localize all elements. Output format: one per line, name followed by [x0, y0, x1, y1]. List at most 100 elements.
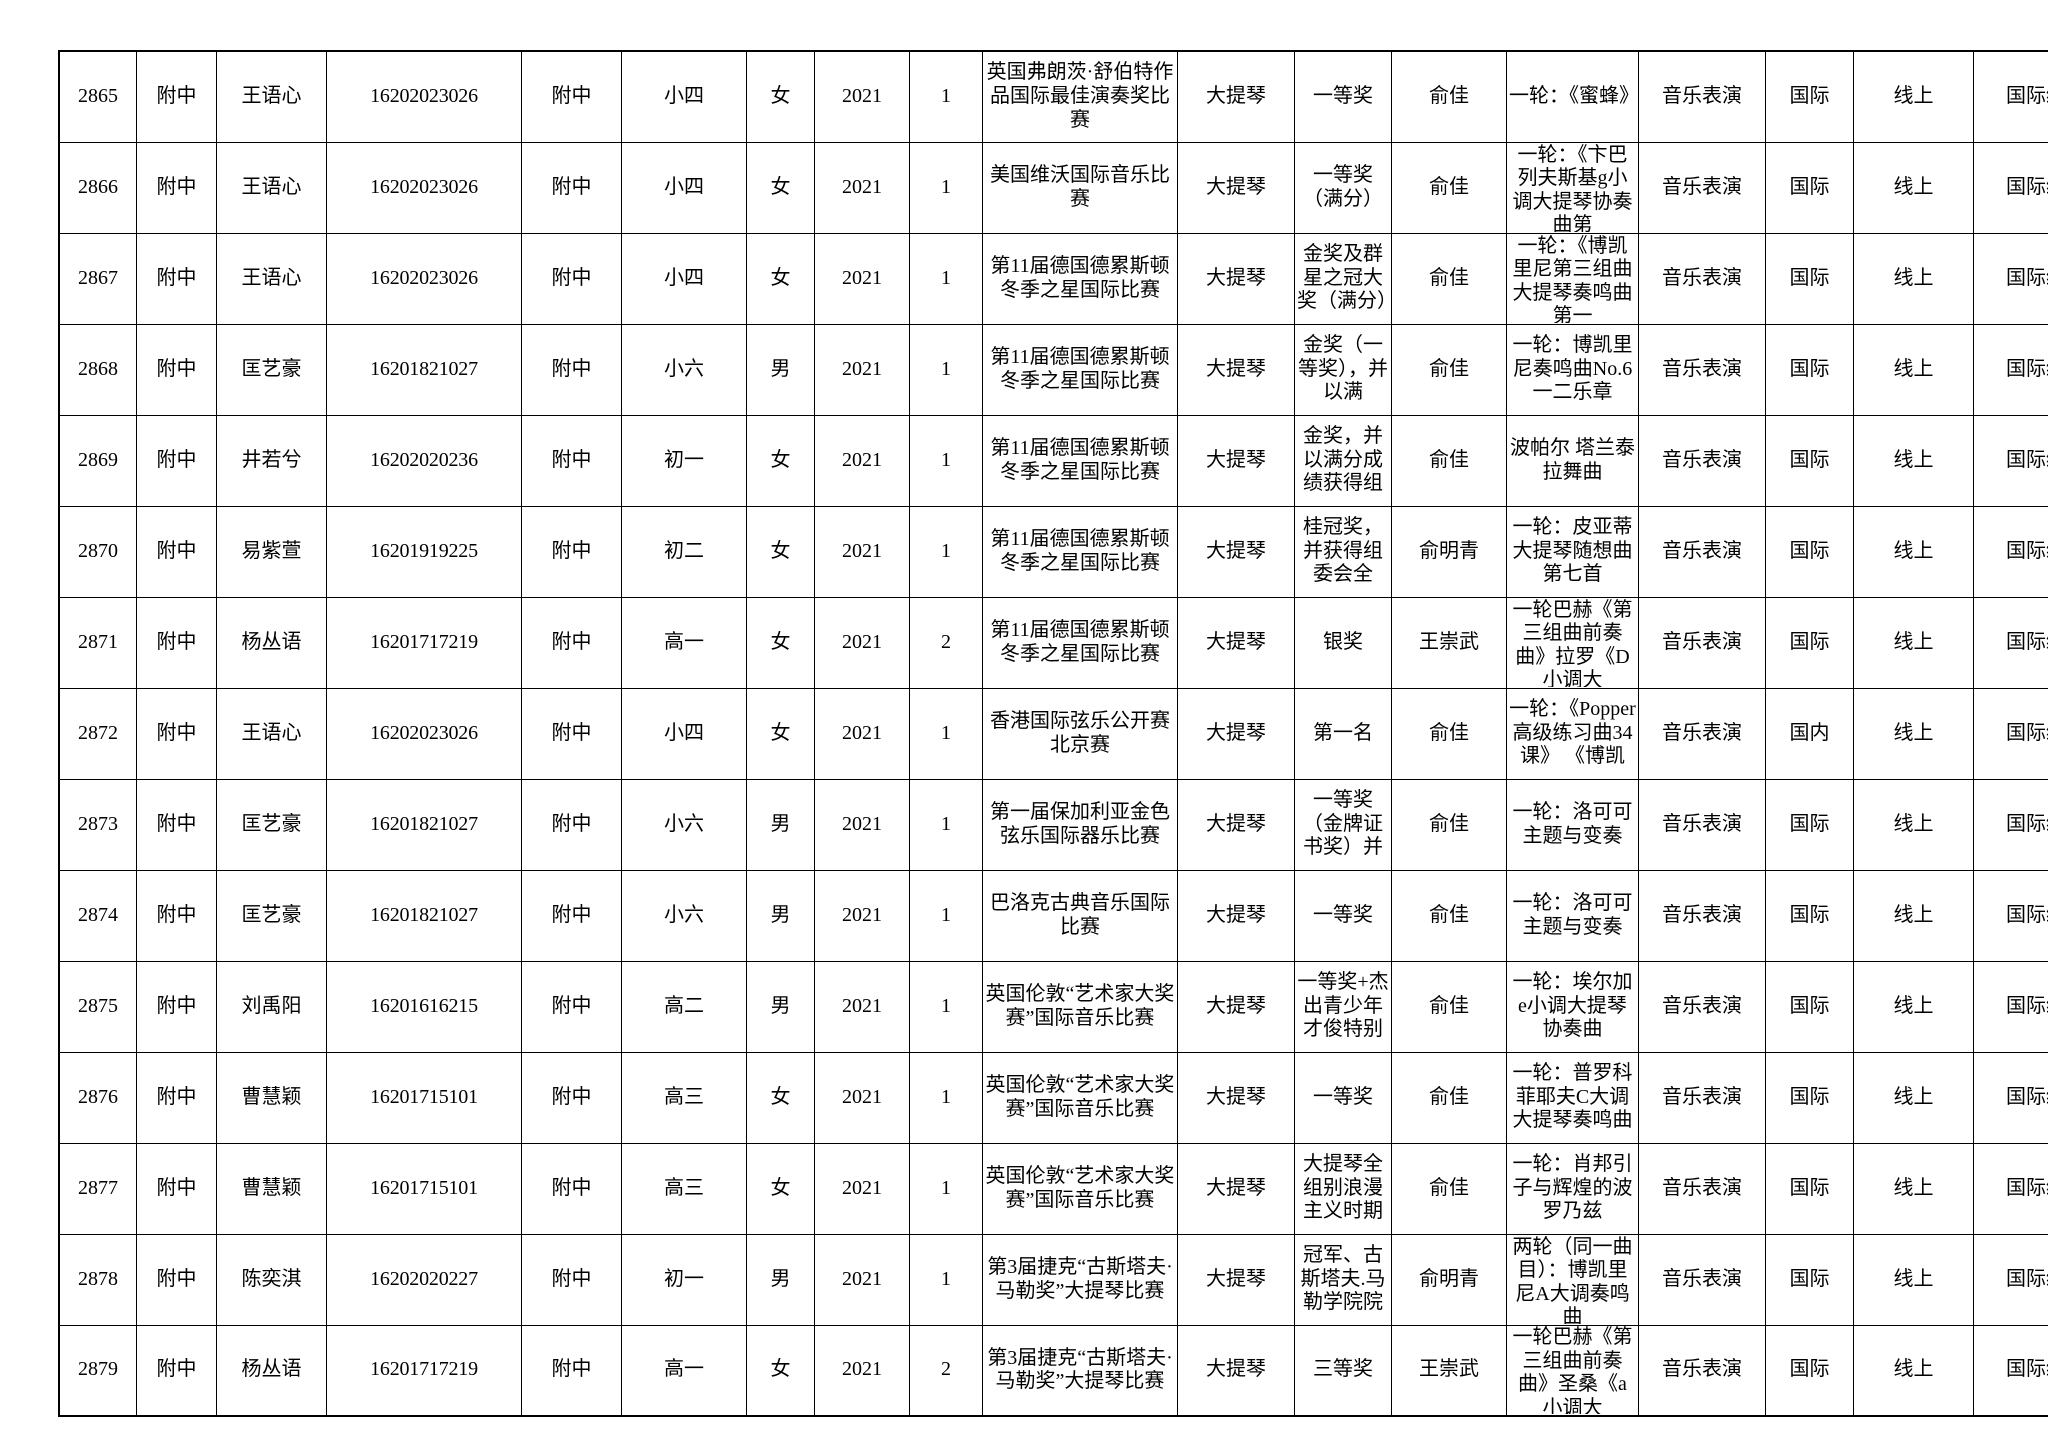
cell-count: 1: [909, 1142, 983, 1235]
cell-count-text: 1: [941, 84, 951, 107]
cell-level: 国际级: [1973, 687, 2048, 780]
cell-seq: 2865: [58, 50, 137, 143]
cell-instrument-text: 大提琴: [1206, 903, 1266, 926]
cell-unit: 附中: [136, 323, 217, 416]
cell-grade: 小六: [621, 323, 747, 416]
cell-grade: 小四: [621, 141, 747, 234]
cell-year: 2021: [814, 505, 910, 598]
cell-program-text: 一轮：《蜜蜂》: [1509, 84, 1636, 107]
cell-award: 一等奖: [1294, 1051, 1392, 1144]
cell-name: 匡艺豪: [216, 323, 327, 416]
cell-unit: 附中: [136, 596, 217, 689]
cell-level: 国际级: [1973, 414, 2048, 507]
table-row: 2870 附中 易紫萱 16201919225 附中 初二 女 2021 1 第11届德国德累斯顿…: [58, 505, 2048, 598]
cell-program: 一轮：博凯里尼奏鸣曲No.6一二乐章: [1506, 323, 1639, 416]
cell-teacher: 俞佳: [1391, 50, 1507, 143]
cell-contest-name: 英国伦敦“艺术家大奖赛”国际音乐比赛: [982, 1051, 1178, 1144]
cell-program-text: 一轮：《卞巴列夫斯基g小调大提琴协奏曲第: [1512, 143, 1633, 232]
cell-teacher: 俞佳: [1391, 232, 1507, 325]
cell-program-text: 一轮：博凯里尼奏鸣曲No.6一二乐章: [1512, 334, 1633, 404]
cell-level-text: 国际级: [2006, 266, 2048, 289]
cell-level-text: 国际级: [2006, 357, 2048, 380]
cell-contest-name: 英国弗朗茨·舒伯特作品国际最佳演奏奖比赛: [982, 50, 1178, 143]
cell-seq: 2877: [58, 1142, 137, 1235]
cell-teacher-text: 俞佳: [1429, 721, 1469, 744]
cell-grade-text: 小六: [664, 903, 704, 926]
cell-gender-text: 女: [770, 266, 791, 289]
cell-instrument: 大提琴: [1177, 960, 1295, 1053]
cell-teacher-text: 俞佳: [1429, 1085, 1469, 1108]
cell-unit-text: 附中: [156, 175, 197, 198]
cell-seq: 2867: [58, 232, 137, 325]
cell-level: 国际级: [1973, 960, 2048, 1053]
cell-contest-name-text: 英国伦敦“艺术家大奖赛”国际音乐比赛: [985, 1164, 1175, 1211]
cell-school: 附中: [521, 1324, 622, 1417]
cell-year: 2021: [814, 687, 910, 780]
cell-award: 一等奖（满分）: [1294, 141, 1392, 234]
cell-mode: 线上: [1853, 1233, 1974, 1326]
cell-level: 国际级: [1973, 1324, 2048, 1417]
cell-contest-name-text: 第11届德国德累斯顿冬季之星国际比赛: [990, 618, 1170, 665]
cell-program-text: 一轮：普罗科菲耶夫C大调大提琴奏鸣曲: [1512, 1062, 1633, 1132]
cell-scope-text: 国际: [1789, 1176, 1830, 1199]
cell-instrument-text: 大提琴: [1206, 539, 1266, 562]
cell-student-id: 16202020227: [326, 1233, 522, 1326]
cell-count-text: 1: [941, 1085, 951, 1108]
cell-name: 王语心: [216, 141, 327, 234]
cell-teacher: 俞佳: [1391, 141, 1507, 234]
cell-name: 王语心: [216, 50, 327, 143]
cell-level: 国际级: [1973, 1051, 2048, 1144]
cell-gender-text: 女: [770, 539, 791, 562]
cell-student-id-text: 16202023026: [370, 84, 478, 107]
cell-grade-text: 初二: [664, 539, 704, 562]
cell-mode: 线上: [1853, 323, 1974, 416]
cell-scope-text: 国际: [1789, 266, 1830, 289]
cell-school-text: 附中: [551, 721, 592, 744]
cell-award: 银奖: [1294, 596, 1392, 689]
cell-name: 王语心: [216, 232, 327, 325]
cell-contest-name: 巴洛克古典音乐国际比赛: [982, 869, 1178, 962]
cell-seq-text: 2865: [78, 84, 118, 107]
cell-teacher: 王崇武: [1391, 596, 1507, 689]
cell-year: 2021: [814, 50, 910, 143]
cell-unit-text: 附中: [156, 1267, 197, 1290]
cell-name: 陈奕淇: [216, 1233, 327, 1326]
cell-program: 一轮：埃尔加e小调大提琴协奏曲: [1506, 960, 1639, 1053]
cell-grade: 高三: [621, 1142, 747, 1235]
cell-gender-text: 男: [770, 812, 791, 835]
cell-category: 音乐表演: [1638, 1233, 1766, 1326]
cell-student-id: 16201821027: [326, 869, 522, 962]
cell-contest-name: 第11届德国德累斯顿冬季之星国际比赛: [982, 414, 1178, 507]
cell-gender-text: 男: [770, 357, 791, 380]
cell-student-id: 16202023026: [326, 50, 522, 143]
cell-contest-name-text: 英国伦敦“艺术家大奖赛”国际音乐比赛: [985, 982, 1175, 1029]
cell-name-text: 杨丛语: [241, 1358, 302, 1381]
cell-year: 2021: [814, 960, 910, 1053]
cell-count: 1: [909, 505, 983, 598]
cell-program-text: 一轮：肖邦引子与辉煌的波罗乃兹: [1512, 1153, 1633, 1223]
cell-contest-name: 英国伦敦“艺术家大奖赛”国际音乐比赛: [982, 1142, 1178, 1235]
cell-category: 音乐表演: [1638, 50, 1766, 143]
cell-count-text: 1: [941, 357, 951, 380]
cell-grade: 高一: [621, 596, 747, 689]
cell-award: 一等奖+杰出青少年才俊特别: [1294, 960, 1392, 1053]
cell-grade: 小六: [621, 869, 747, 962]
cell-category-text: 音乐表演: [1662, 1358, 1742, 1381]
cell-mode: 线上: [1853, 869, 1974, 962]
cell-school-text: 附中: [551, 448, 592, 471]
cell-contest-name-text: 巴洛克古典音乐国际比赛: [990, 891, 1170, 938]
cell-award: 金奖，并以满分成绩获得组: [1294, 414, 1392, 507]
cell-instrument: 大提琴: [1177, 141, 1295, 234]
cell-program-text: 一轮：埃尔加e小调大提琴协奏曲: [1512, 971, 1633, 1041]
cell-level-text: 国际级: [2006, 175, 2048, 198]
cell-scope-text: 国际: [1789, 448, 1830, 471]
cell-instrument-text: 大提琴: [1206, 1176, 1266, 1199]
cell-instrument-text: 大提琴: [1206, 448, 1266, 471]
cell-category-text: 音乐表演: [1662, 448, 1742, 471]
cell-seq-text: 2876: [78, 1085, 118, 1108]
cell-seq: 2878: [58, 1233, 137, 1326]
cell-student-id-text: 16202020236: [370, 448, 478, 471]
cell-award-text: 大提琴全组别浪漫主义时期: [1303, 1153, 1383, 1223]
cell-scope-text: 国际: [1789, 1267, 1830, 1290]
cell-seq: 2879: [58, 1324, 137, 1417]
